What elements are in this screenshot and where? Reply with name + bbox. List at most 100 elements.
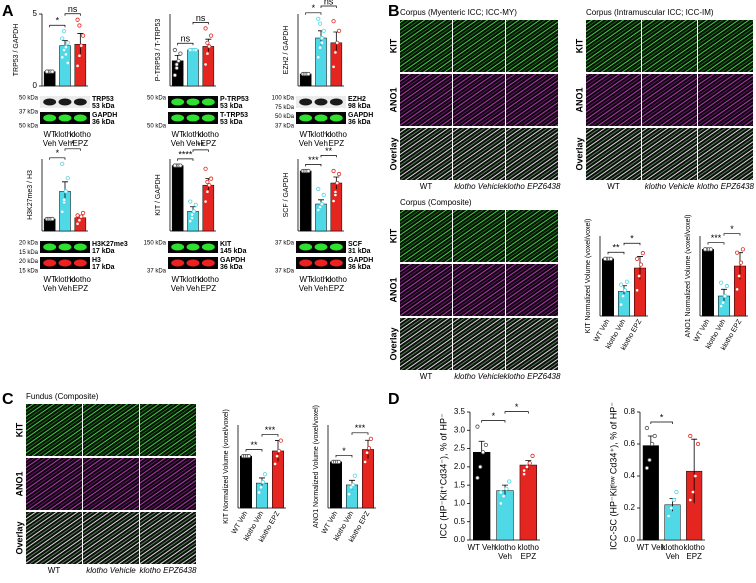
data-point xyxy=(60,55,65,60)
blot-band-size: 31 kDa xyxy=(348,248,371,255)
data-point xyxy=(63,189,69,194)
blot-marker: 15 kDa xyxy=(19,269,39,275)
x-tick-label: WT Veh xyxy=(170,130,185,148)
data-point xyxy=(622,288,628,293)
category-box: WT Veh xyxy=(43,275,57,293)
category-box: klotho Veh xyxy=(310,275,331,293)
data-point xyxy=(189,212,195,217)
x-tick-label: klotho EPZ xyxy=(325,130,347,148)
data-point xyxy=(188,219,193,224)
significance-label: * xyxy=(342,446,346,456)
blot-band-size: 145 kDa xyxy=(220,248,247,255)
blot-band xyxy=(186,243,200,251)
significance-bracket xyxy=(49,157,66,160)
data-point xyxy=(306,168,311,174)
blot-band xyxy=(329,98,343,106)
data-point xyxy=(650,441,655,447)
y-axis-label: KIT Normalized Volume (voxel/voxel) xyxy=(223,409,230,524)
row-label: ANO1 xyxy=(388,277,398,302)
data-point xyxy=(193,47,198,53)
data-point xyxy=(501,494,506,499)
significance-bracket xyxy=(351,432,369,435)
micrograph xyxy=(453,20,505,72)
category-box: klotho EPZ xyxy=(326,275,347,293)
blot-band-size: 17 kDa xyxy=(92,248,115,255)
blot-band-size: 53 kDa xyxy=(220,103,243,110)
blot-band xyxy=(299,243,313,251)
y-tick-label: 1.0 xyxy=(454,499,466,508)
data-point xyxy=(688,433,693,439)
data-point xyxy=(258,485,264,490)
micrograph xyxy=(453,128,505,180)
micrograph xyxy=(698,74,753,126)
panel-letter: B xyxy=(388,3,400,20)
data-point xyxy=(363,459,368,464)
data-point xyxy=(50,216,55,222)
micrograph xyxy=(642,20,697,72)
x-tick-label: klotho EPZ xyxy=(197,275,219,293)
data-point xyxy=(203,166,208,171)
category-box: WT Veh xyxy=(171,275,185,293)
blot-band xyxy=(171,114,185,122)
x-tick-label: klotho Veh xyxy=(54,275,76,293)
y-axis-label: KIT Normalized Volume (voxel/voxel) xyxy=(585,219,592,334)
category-box: klotho EPZ xyxy=(70,130,91,148)
significance-label: ns xyxy=(196,13,206,23)
micrograph xyxy=(140,512,196,564)
data-point xyxy=(317,45,323,50)
significance-bracket xyxy=(192,149,209,152)
bar xyxy=(601,258,615,317)
column-label: klotho EPZ6438 xyxy=(504,182,561,191)
data-point xyxy=(193,202,198,207)
micrograph xyxy=(586,74,641,126)
y-tick-label: 1.5 xyxy=(454,480,466,489)
data-point xyxy=(719,303,724,309)
data-point xyxy=(205,40,210,45)
data-point xyxy=(188,47,193,53)
category-box: klotho Veh xyxy=(310,130,331,148)
blot-band-name: H3K27me3 xyxy=(92,241,128,248)
micrograph xyxy=(506,210,558,262)
column-label: klotho Vehicle xyxy=(454,182,504,191)
data-point xyxy=(671,497,676,503)
data-point xyxy=(319,201,325,207)
blot-marker: 50 kDa xyxy=(19,124,39,130)
data-point xyxy=(620,293,626,299)
category-box: klotho Veh xyxy=(54,130,75,148)
blot-marker: 50 kDa xyxy=(19,96,39,102)
blot-marker: 37 kDa xyxy=(275,124,295,130)
data-point xyxy=(504,486,509,491)
data-point xyxy=(368,436,373,441)
blot-marker: 100 kDa xyxy=(272,96,295,102)
data-point xyxy=(188,199,193,204)
data-point xyxy=(635,256,640,261)
y-tick-label: 3.5 xyxy=(454,407,466,416)
micrograph xyxy=(586,128,641,180)
data-point xyxy=(331,168,336,174)
blot-band-name: T-TRP53 xyxy=(220,112,248,119)
blot-band xyxy=(329,243,343,251)
y-tick-label: 0.0 xyxy=(454,535,466,544)
micrograph xyxy=(642,74,697,126)
data-point xyxy=(636,273,642,279)
grid-title: Corpus (Myenteric ICC; ICC-MY) xyxy=(400,8,517,17)
data-point xyxy=(274,454,280,459)
x-tick-label: klotho EPZ xyxy=(69,275,91,293)
data-point xyxy=(530,453,535,458)
data-point xyxy=(317,21,323,26)
data-point xyxy=(63,45,69,50)
data-point xyxy=(205,51,210,56)
category-box: WT Veh xyxy=(170,130,185,148)
blot-band xyxy=(73,243,87,251)
blot-band xyxy=(186,98,200,106)
x-tick-label: klotho Veh xyxy=(661,543,684,561)
data-point xyxy=(172,73,178,78)
blot-band-name: EZH2 xyxy=(348,96,366,103)
data-point xyxy=(350,482,356,488)
data-point xyxy=(205,189,210,194)
category-box: klotho EPZ xyxy=(197,275,219,293)
significance-label: * xyxy=(630,234,634,244)
data-point xyxy=(75,221,80,226)
data-point xyxy=(80,33,86,38)
blot-marker: 50 kDa xyxy=(147,96,167,102)
